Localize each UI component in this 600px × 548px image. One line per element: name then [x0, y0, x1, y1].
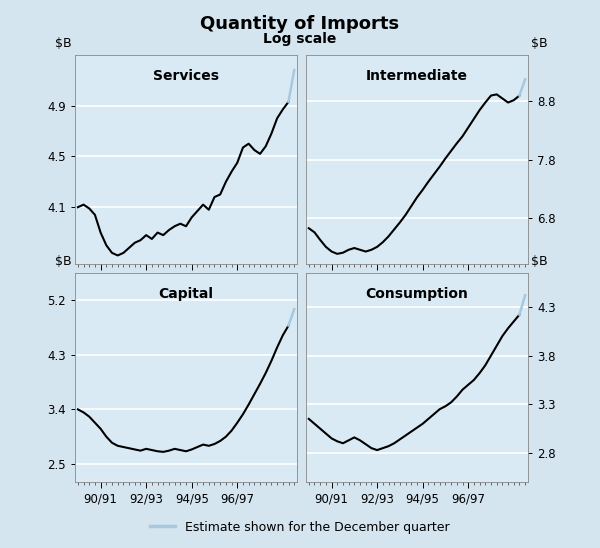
Text: Services: Services: [153, 70, 219, 83]
Text: Consumption: Consumption: [365, 287, 469, 301]
Text: $B: $B: [55, 37, 72, 50]
Legend: Estimate shown for the December quarter: Estimate shown for the December quarter: [145, 516, 455, 539]
Text: Quantity of Imports: Quantity of Imports: [200, 15, 400, 33]
Text: $B: $B: [531, 255, 548, 269]
Text: Log scale: Log scale: [263, 32, 337, 46]
Text: Intermediate: Intermediate: [366, 70, 468, 83]
Text: $B: $B: [55, 255, 72, 269]
Text: Capital: Capital: [158, 287, 214, 301]
Text: $B: $B: [531, 37, 548, 50]
